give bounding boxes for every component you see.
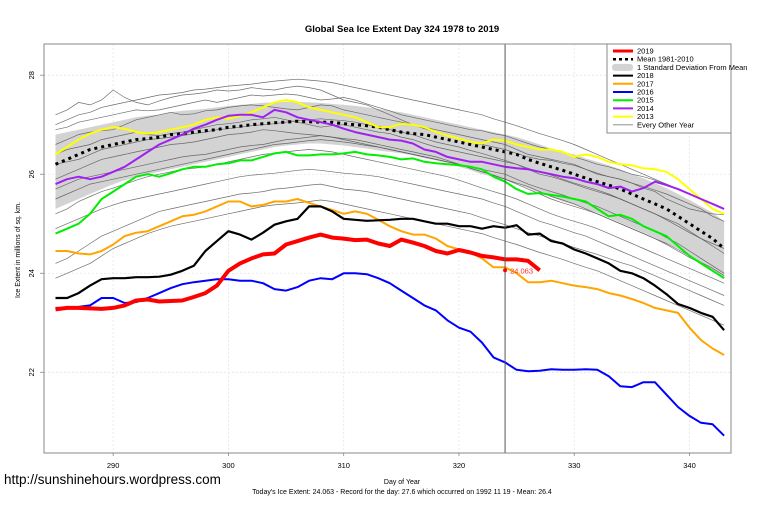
y-tick-label: 22	[27, 368, 36, 376]
std-dev-band-area	[55, 101, 725, 279]
legend-swatch-band	[612, 63, 633, 71]
x-axis-label: Day of Year	[384, 479, 421, 486]
x-tick-label: 330	[568, 461, 581, 470]
series-line-2015	[55, 150, 725, 280]
x-axis-ticks: 290 300 310 320 330 340	[107, 453, 696, 470]
y-axis-label: Ice Extent in millions of sq. km.	[15, 202, 22, 298]
chart-title: Global Sea Ice Extent Day 324 1978 to 20…	[305, 24, 499, 35]
legend-label: 2015	[637, 96, 654, 105]
series-line-2017	[55, 198, 725, 356]
current-value-label: 24.063	[510, 266, 533, 275]
legend-label: 2013	[637, 112, 654, 121]
series-line-2014	[55, 108, 725, 210]
other-year-line	[55, 168, 725, 296]
other-years-lines	[55, 78, 725, 326]
other-year-line	[55, 93, 725, 210]
other-year-line	[55, 116, 725, 249]
series-line-2019	[55, 232, 541, 312]
legend-label: 2016	[637, 88, 654, 97]
current-value-point	[503, 268, 508, 273]
other-year-line	[55, 104, 725, 222]
x-tick-label: 340	[683, 461, 696, 470]
legend-label: 2014	[637, 104, 654, 113]
legend-label: 2017	[637, 79, 654, 88]
legend-label: 1 Standard Deviation From Mean	[637, 63, 747, 72]
x-tick-label: 310	[337, 461, 350, 470]
highlight-series	[54, 99, 725, 437]
series-line-2013	[54, 99, 725, 215]
legend-label: Every Other Year	[637, 120, 695, 129]
y-tick-label: 26	[27, 170, 36, 178]
x-tick-label: 320	[453, 461, 466, 470]
watermark-url: http://sunshinehours.wordpress.com	[4, 472, 221, 487]
legend-label: 2018	[637, 71, 654, 80]
x-tick-label: 300	[222, 461, 235, 470]
other-year-line	[55, 199, 725, 326]
plot-frame	[43, 43, 732, 454]
std-dev-band	[55, 101, 725, 279]
legend-label: 2019	[637, 47, 654, 56]
series-line-2016	[55, 272, 725, 437]
y-tick-label: 28	[27, 71, 36, 79]
x-tick-label: 290	[107, 461, 120, 470]
y-tick-label: 24	[27, 269, 36, 277]
series-line-2018	[55, 205, 725, 331]
legend-label: Mean 1981-2010	[637, 55, 694, 64]
current-point-group: 24.063	[503, 266, 533, 275]
other-year-line	[55, 149, 725, 284]
other-year-line	[55, 78, 725, 210]
y-axis-ticks: 22 24 26 28	[27, 71, 44, 376]
other-year-line	[55, 118, 725, 254]
other-year-line	[55, 183, 725, 306]
footnote: Today's Ice Extent: 24.063 - Record for …	[252, 489, 552, 496]
other-year-line	[55, 135, 725, 279]
